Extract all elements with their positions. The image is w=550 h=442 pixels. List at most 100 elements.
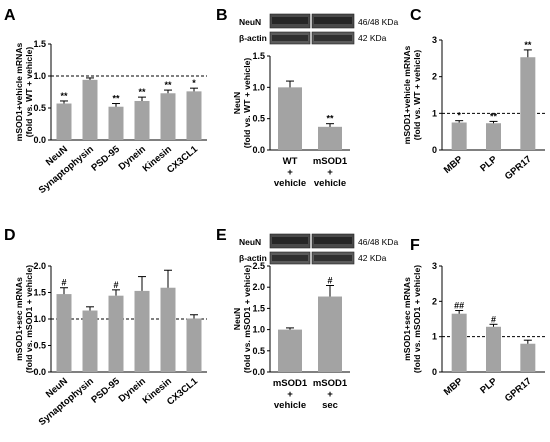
y-tick-label: 0.0 [33, 367, 46, 377]
bar [318, 126, 342, 150]
chart-panel-d: 0.00.51.01.52.0# #NeuNSynaptophysinPSD-95… [14, 261, 207, 428]
significance-mark: # [327, 276, 332, 286]
blot-band-core [272, 255, 308, 261]
significance-mark: ** [112, 94, 120, 104]
category-label: GPR17 [503, 154, 534, 182]
category-label: PLP [478, 375, 500, 396]
y-axis-label: mSOD1+vehicle mRNAs(fold vs. WT + vehicl… [14, 42, 34, 141]
y-axis-label-line: mSOD1+vehicle mRNAs [14, 42, 24, 141]
bar [318, 296, 342, 372]
plots: 0.00.51.01.5** ****** *NeuNSynaptophysinPS… [14, 13, 545, 428]
y-axis-label: NeuN(fold vs. WT + vehicle) [232, 58, 252, 149]
y-tick-label: 0.5 [33, 341, 46, 351]
category-label: mSOD1 + vehicle [313, 156, 348, 189]
category-label: GPR17 [503, 376, 534, 404]
bar [278, 329, 302, 372]
category-label: mSOD1 + vehicle [273, 378, 308, 411]
significance-mark: # [113, 280, 118, 290]
y-tick-label: 0 [432, 367, 437, 377]
bar [82, 79, 98, 140]
blot-row-label: NeuN [239, 17, 261, 27]
bar [108, 106, 124, 140]
blot-band-core [314, 35, 352, 41]
y-axis-label: mSOD1+vehicle mRNAs(fold vs. WT + vehicl… [402, 45, 422, 144]
significance-mark: ** [164, 80, 172, 90]
y-axis-label-line: (fold vs. WT + vehicle) [24, 47, 34, 138]
bar [108, 295, 124, 372]
bar [186, 91, 202, 140]
bar [486, 123, 501, 150]
panel-label-e: E [216, 227, 227, 244]
significance-mark: ** [60, 91, 68, 101]
y-tick-label: 0.0 [252, 367, 265, 377]
y-tick-label: 1.5 [252, 51, 265, 61]
panel-label-b: B [216, 7, 228, 24]
blot-band-core [272, 237, 308, 244]
bar [134, 290, 150, 372]
category-label-line: WT [283, 156, 298, 167]
category-label: WT + vehicle [274, 156, 306, 189]
bar [520, 343, 536, 372]
y-tick-label: 3 [432, 261, 437, 271]
category-label-line: + [287, 389, 293, 400]
bar [486, 326, 501, 372]
y-tick-label: 0.0 [33, 135, 46, 145]
category-label-line: mSOD1 [313, 156, 348, 167]
y-axis-label-line: NeuN [232, 92, 242, 114]
bar [278, 87, 302, 150]
category-label-line: vehicle [314, 178, 346, 189]
y-tick-label: 1.0 [33, 314, 46, 324]
y-axis-label: mSOD1+sec mRNAs(fold vs. mSOD1 + vehicle… [14, 265, 34, 373]
y-axis-label-line: mSOD1+sec mRNAs [14, 277, 24, 361]
blot-row-label: β-actin [239, 33, 267, 43]
y-tick-label: 2.0 [252, 282, 265, 292]
bar [134, 100, 150, 140]
significance-mark: * [192, 78, 196, 88]
y-tick-label: 3 [432, 35, 437, 45]
y-tick-label: 1.5 [33, 288, 46, 298]
y-tick-label: 2 [432, 72, 437, 82]
y-tick-label: 1 [432, 332, 437, 342]
significance-mark: ** [490, 111, 498, 121]
y-tick-label: 2 [432, 296, 437, 306]
blot-size-label: 46/48 KDa [358, 237, 398, 247]
bar [82, 310, 98, 372]
y-axis-label-line: (fold vs. mSOD1 + vehicle) [412, 265, 422, 373]
bar [56, 294, 72, 372]
y-axis-label-line: (fold vs. WT + vehicle) [412, 50, 422, 141]
y-axis-label-line: mSOD1+vehicle mRNAs [402, 45, 412, 144]
y-axis-label: mSOD1+sec mRNAs(fold vs. mSOD1 + vehicle… [402, 265, 422, 373]
category-label: PSD-95 [89, 375, 122, 405]
category-label-line: sec [322, 400, 338, 411]
y-tick-label: 0 [432, 145, 437, 155]
panel-label-f: F [410, 237, 420, 254]
bar [451, 122, 467, 150]
category-label: MBP [442, 153, 466, 175]
blot-size-label: 42 KDa [358, 33, 387, 43]
y-tick-label: 1.0 [33, 71, 46, 81]
y-axis-label-line: mSOD1+sec mRNAs [402, 277, 412, 361]
category-label: MBP [442, 375, 466, 397]
bar [56, 103, 72, 140]
category-label-line: + [327, 167, 333, 178]
panel-labels: A B C D E F [4, 7, 422, 254]
chart-panel-a: 0.00.51.01.5** ****** *NeuNSynaptophysinPS… [14, 39, 207, 196]
western-blot-inset: NeuN β-actin 46/48 KDa 42 KDa [239, 233, 398, 265]
significance-mark: ## [454, 301, 464, 311]
blot-row-label: NeuN [239, 237, 261, 247]
panel-label-a: A [4, 7, 16, 24]
western-blot-inset: NeuN β-actin 46/48 KDa 42 KDa [239, 13, 398, 45]
blot-size-label: 42 KDa [358, 253, 387, 263]
blot-band-core [314, 255, 352, 261]
y-tick-label: 0.0 [252, 145, 265, 155]
category-label: PLP [478, 153, 500, 174]
significance-mark: # [61, 278, 66, 288]
panel-label-d: D [4, 227, 16, 244]
y-axis-label-line: (fold vs. mSOD1 + vehicle) [24, 265, 34, 373]
y-tick-label: 0.5 [252, 346, 265, 356]
category-label: mSOD1 + sec [313, 378, 348, 411]
y-tick-label: 1.5 [252, 303, 265, 313]
